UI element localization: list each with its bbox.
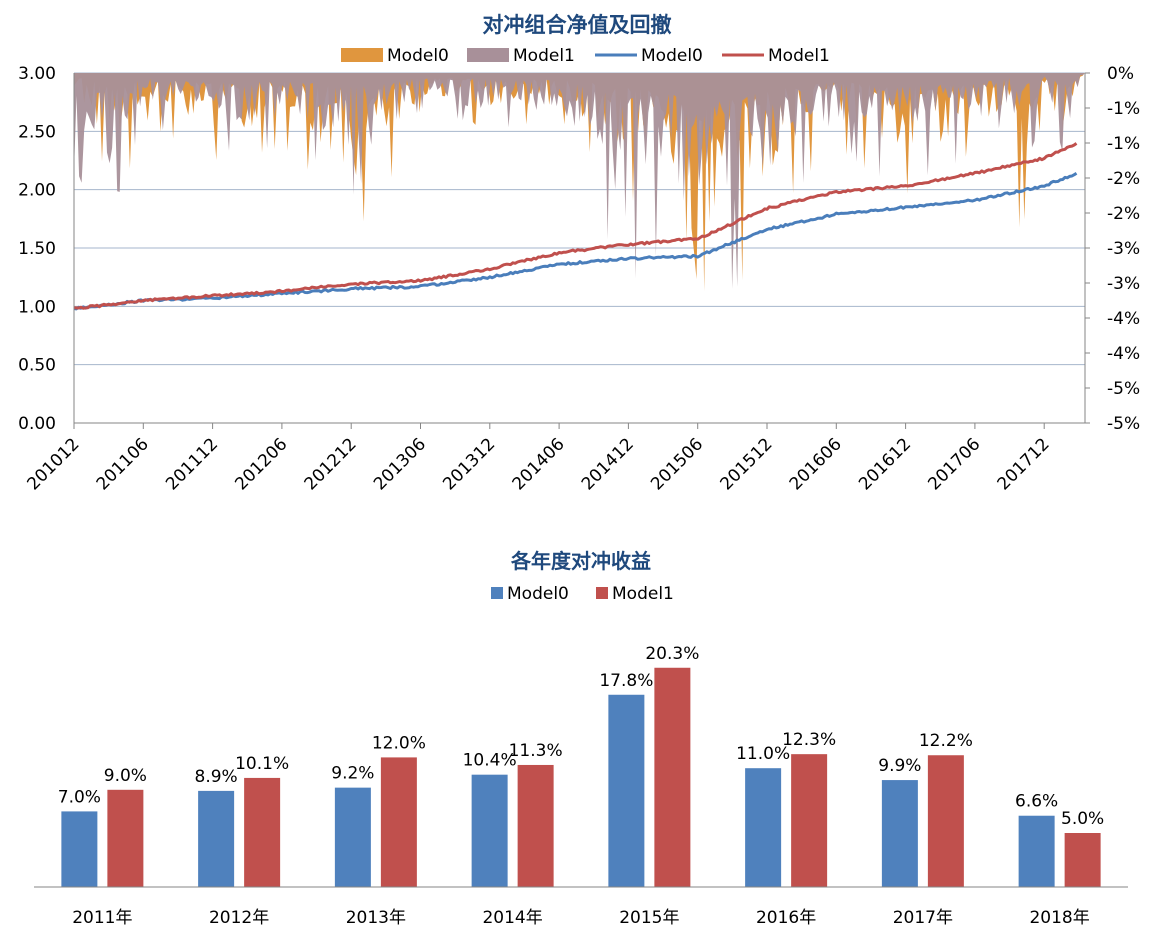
y-right-tick-label: -2% bbox=[1107, 169, 1140, 189]
y-right-tick-label: -1% bbox=[1107, 99, 1140, 119]
y-left-tick-label: 1.50 bbox=[18, 239, 56, 259]
x-category-label: 2018年 bbox=[1029, 908, 1089, 928]
bar-model1 bbox=[107, 789, 144, 887]
x-tick-label: 201512 bbox=[716, 434, 776, 494]
bar-model0 bbox=[334, 787, 371, 887]
bar-model1 bbox=[517, 764, 554, 887]
bar-model1 bbox=[380, 757, 417, 887]
chart-title: 对冲组合净值及回撤 bbox=[483, 13, 672, 37]
bar-model0 bbox=[471, 774, 508, 887]
net-value-lines bbox=[73, 142, 1078, 311]
data-label: 9.0% bbox=[104, 766, 147, 786]
x-category-label: 2014年 bbox=[482, 908, 542, 928]
x-tick-label: 201406 bbox=[509, 434, 569, 494]
data-label: 10.1% bbox=[235, 754, 289, 774]
x-category-label: 2013年 bbox=[346, 908, 406, 928]
y-left-tick-label: 2.50 bbox=[18, 122, 56, 142]
bar-model1 bbox=[927, 755, 964, 887]
y-right-tick-label: 0% bbox=[1107, 64, 1134, 84]
bar-model0 bbox=[198, 790, 235, 887]
y-right-tick-label: -3% bbox=[1107, 274, 1140, 294]
bar-model1 bbox=[791, 754, 828, 887]
grid-lines bbox=[74, 72, 1085, 366]
data-label: 7.0% bbox=[58, 787, 101, 807]
bar-model1 bbox=[1064, 833, 1101, 887]
net-value-line-model0 bbox=[73, 171, 1078, 311]
axes: 0.00 0.50 1.00 1.50 2.00 2.50 3.00 0% -1% -1% -2% -… bbox=[18, 64, 1140, 494]
data-label: 9.2% bbox=[331, 764, 374, 784]
legend-swatch-model1 bbox=[596, 587, 608, 599]
x-tick-label: 201712 bbox=[994, 434, 1054, 494]
x-category-label: 2015年 bbox=[619, 908, 679, 928]
y-left-tick-label: 0.50 bbox=[18, 356, 56, 376]
y-right-tick-label: -2% bbox=[1107, 204, 1140, 224]
x-tick-label: 201506 bbox=[647, 434, 707, 494]
bar-model0 bbox=[1018, 815, 1055, 887]
data-label: 8.9% bbox=[195, 767, 238, 787]
data-label: 5.0% bbox=[1061, 809, 1104, 829]
x-tick-label: 201206 bbox=[231, 434, 291, 494]
x-tick-label: 201312 bbox=[439, 434, 499, 494]
x-category-label: 2017年 bbox=[893, 908, 953, 928]
y-left-tick-label: 2.00 bbox=[18, 181, 56, 201]
data-label: 17.8% bbox=[599, 671, 653, 691]
net-value-line-model1 bbox=[73, 142, 1078, 310]
annual-return-bar-chart: 各年度对冲收益 Model0 Model1 7.0%9.0% 8.9%10.1% 9.… bbox=[34, 549, 1128, 928]
legend-swatch-model1-area bbox=[467, 48, 509, 62]
data-label: 20.3% bbox=[645, 644, 699, 664]
data-label: 11.0% bbox=[736, 744, 790, 764]
data-label: 12.3% bbox=[782, 730, 836, 750]
x-tick-label: 201112 bbox=[162, 434, 222, 494]
bars: 7.0%9.0% 8.9%10.1% 9.2% 12.0% 10.4%11.3% 17.8… bbox=[58, 644, 1104, 887]
net-value-drawdown-chart: 对冲组合净值及回撤 Model0 Model1 Model0 Model1 0.000… bbox=[18, 13, 1140, 494]
x-tick-label: 201306 bbox=[370, 434, 430, 494]
data-label: 12.0% bbox=[372, 733, 426, 753]
legend-label: Model0 bbox=[507, 584, 569, 604]
x-category-label: 2016年 bbox=[756, 908, 816, 928]
y-left-tick-label: 1.00 bbox=[18, 297, 56, 317]
legend-swatch-model0 bbox=[491, 587, 503, 599]
bar-model0 bbox=[61, 811, 98, 887]
data-label: 12.2% bbox=[919, 731, 973, 751]
bar-model0 bbox=[881, 780, 918, 887]
bar-model0 bbox=[608, 694, 645, 887]
bar-model1 bbox=[654, 667, 691, 887]
y-right-tick-label: -3% bbox=[1107, 239, 1140, 259]
x-tick-label: 201612 bbox=[855, 434, 915, 494]
legend-label: Model1 bbox=[513, 46, 575, 66]
bar-model1 bbox=[244, 777, 281, 887]
x-tick-label: 201012 bbox=[23, 434, 83, 494]
x-tick-label: 201606 bbox=[786, 434, 846, 494]
legend-label: Model1 bbox=[612, 584, 674, 604]
chart-title: 各年度对冲收益 bbox=[510, 549, 651, 573]
legend-label: Model0 bbox=[387, 46, 449, 66]
legend-swatch-model0-area bbox=[341, 48, 383, 62]
data-label: 6.6% bbox=[1015, 792, 1058, 812]
data-label: 10.4% bbox=[463, 751, 517, 771]
y-right-tick-label: -4% bbox=[1107, 309, 1140, 329]
x-tick-label: 201212 bbox=[301, 434, 361, 494]
y-left-tick-label: 3.00 bbox=[18, 64, 56, 84]
data-label: 11.3% bbox=[509, 741, 563, 761]
y-right-tick-label: -4% bbox=[1107, 344, 1140, 364]
x-tick-label: 201106 bbox=[93, 434, 153, 494]
x-category-label: 2011年 bbox=[72, 908, 132, 928]
data-label: 9.9% bbox=[878, 756, 921, 776]
x-tick-label: 201412 bbox=[578, 434, 638, 494]
bar-model0 bbox=[745, 768, 782, 887]
legend-label: Model0 bbox=[641, 46, 703, 66]
y-right-tick-label: -1% bbox=[1107, 134, 1140, 154]
chart-legend: Model0 Model1 Model0 Model1 bbox=[341, 46, 830, 66]
chart-legend: Model0 Model1 bbox=[491, 584, 674, 604]
axes: 2011年 2012年 2013年 2014年 2015年 2016年 2017年 2018年 bbox=[34, 886, 1128, 928]
x-tick-label: 201706 bbox=[924, 434, 984, 494]
y-left-tick-label: 0.00 bbox=[18, 414, 56, 434]
legend-label: Model1 bbox=[768, 46, 830, 66]
y-right-tick-label: -5% bbox=[1107, 379, 1140, 399]
x-category-label: 2012年 bbox=[209, 908, 269, 928]
y-right-tick-label: -5% bbox=[1107, 414, 1140, 434]
